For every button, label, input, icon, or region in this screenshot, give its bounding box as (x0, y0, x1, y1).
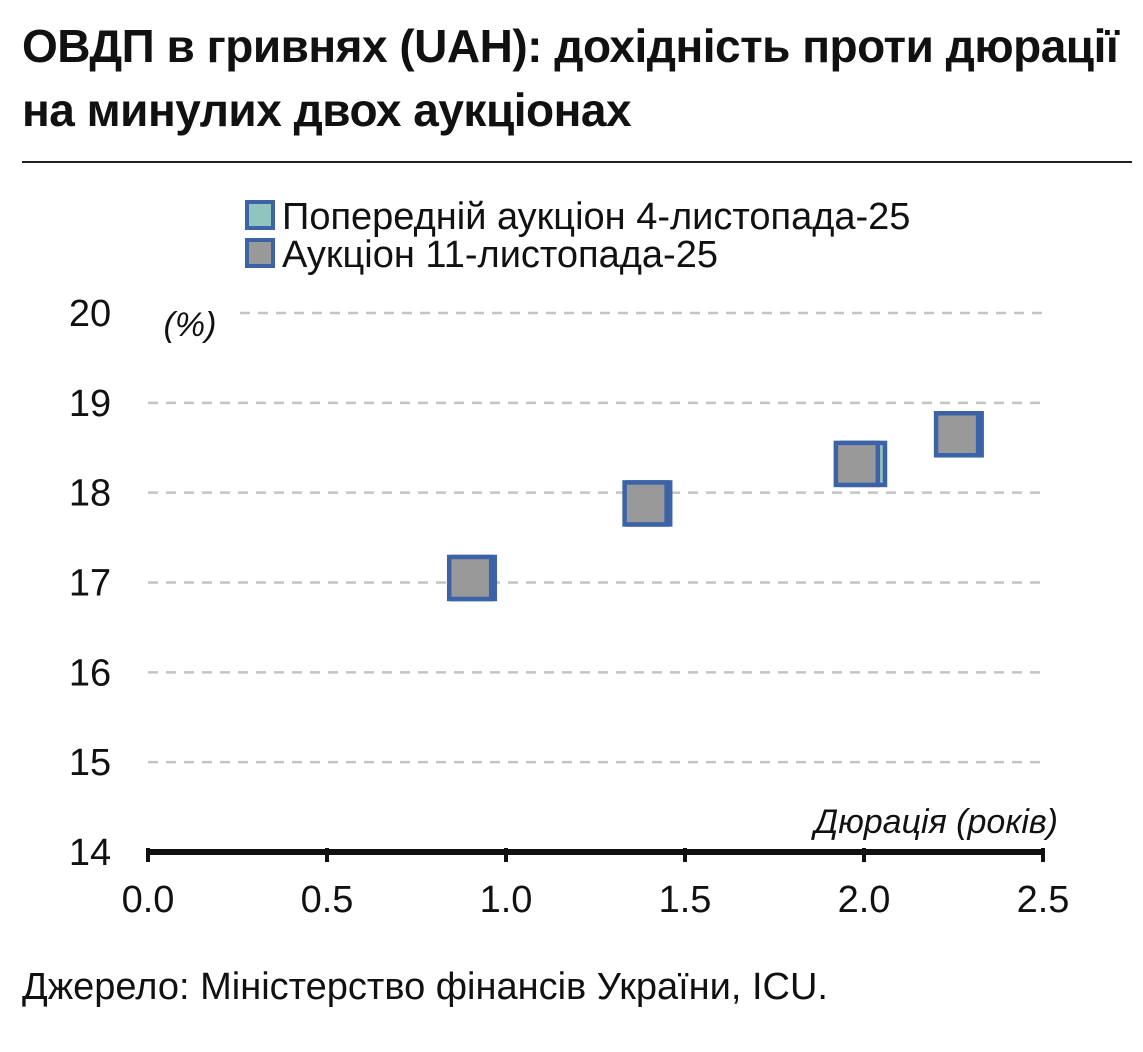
x-tick-label: 1.5 (659, 879, 712, 921)
legend-swatch-previous (245, 200, 275, 230)
y-tick-label: 16 (69, 652, 111, 694)
x-tick-label: 0.5 (301, 879, 354, 921)
y-tick-label: 17 (69, 563, 111, 605)
y-tick-label: 19 (69, 383, 111, 425)
x-axis: 0.0 0.5 1.0 1.5 2.0 2.5 (122, 848, 1070, 921)
x-tick-label: 1.0 (480, 879, 533, 921)
legend-label-current: Аукціон 11-листопада-25 (282, 234, 718, 276)
gridlines (148, 311, 1043, 764)
title-divider (22, 161, 1132, 163)
x-tick-label: 2.0 (838, 879, 891, 921)
current-auction-point (833, 440, 881, 488)
x-tick-label: 0.0 (122, 879, 175, 921)
legend: Попередній аукціон 4-листопада-25Аукціон… (245, 196, 910, 276)
y-axis-ticks: 14 15 16 17 18 19 20 (69, 293, 111, 874)
y-axis-label: (%) (164, 306, 217, 344)
y-tick-label: 15 (69, 742, 111, 784)
legend-swatch-current (245, 238, 275, 268)
current-auction-point (622, 480, 669, 527)
x-axis-label: Дюрація (років) (810, 803, 1058, 841)
chart-title: ОВДП в гривнях (UAH): дохідність проти д… (22, 20, 1119, 136)
x-tick-label: 2.5 (1017, 879, 1070, 921)
y-tick-label: 20 (69, 293, 111, 335)
source-note: Джерело: Міністерство фінансів України, … (22, 966, 828, 1008)
current-auction-point (933, 411, 981, 458)
y-tick-label: 14 (69, 832, 111, 874)
current-auction-point (446, 554, 494, 602)
legend-label-previous: Попередній аукціон 4-листопада-25 (282, 196, 910, 238)
scatter-chart: Попередній аукціон 4-листопада-25Аукціон… (69, 196, 1070, 921)
data-points (446, 411, 984, 602)
y-tick-label: 18 (69, 473, 111, 515)
